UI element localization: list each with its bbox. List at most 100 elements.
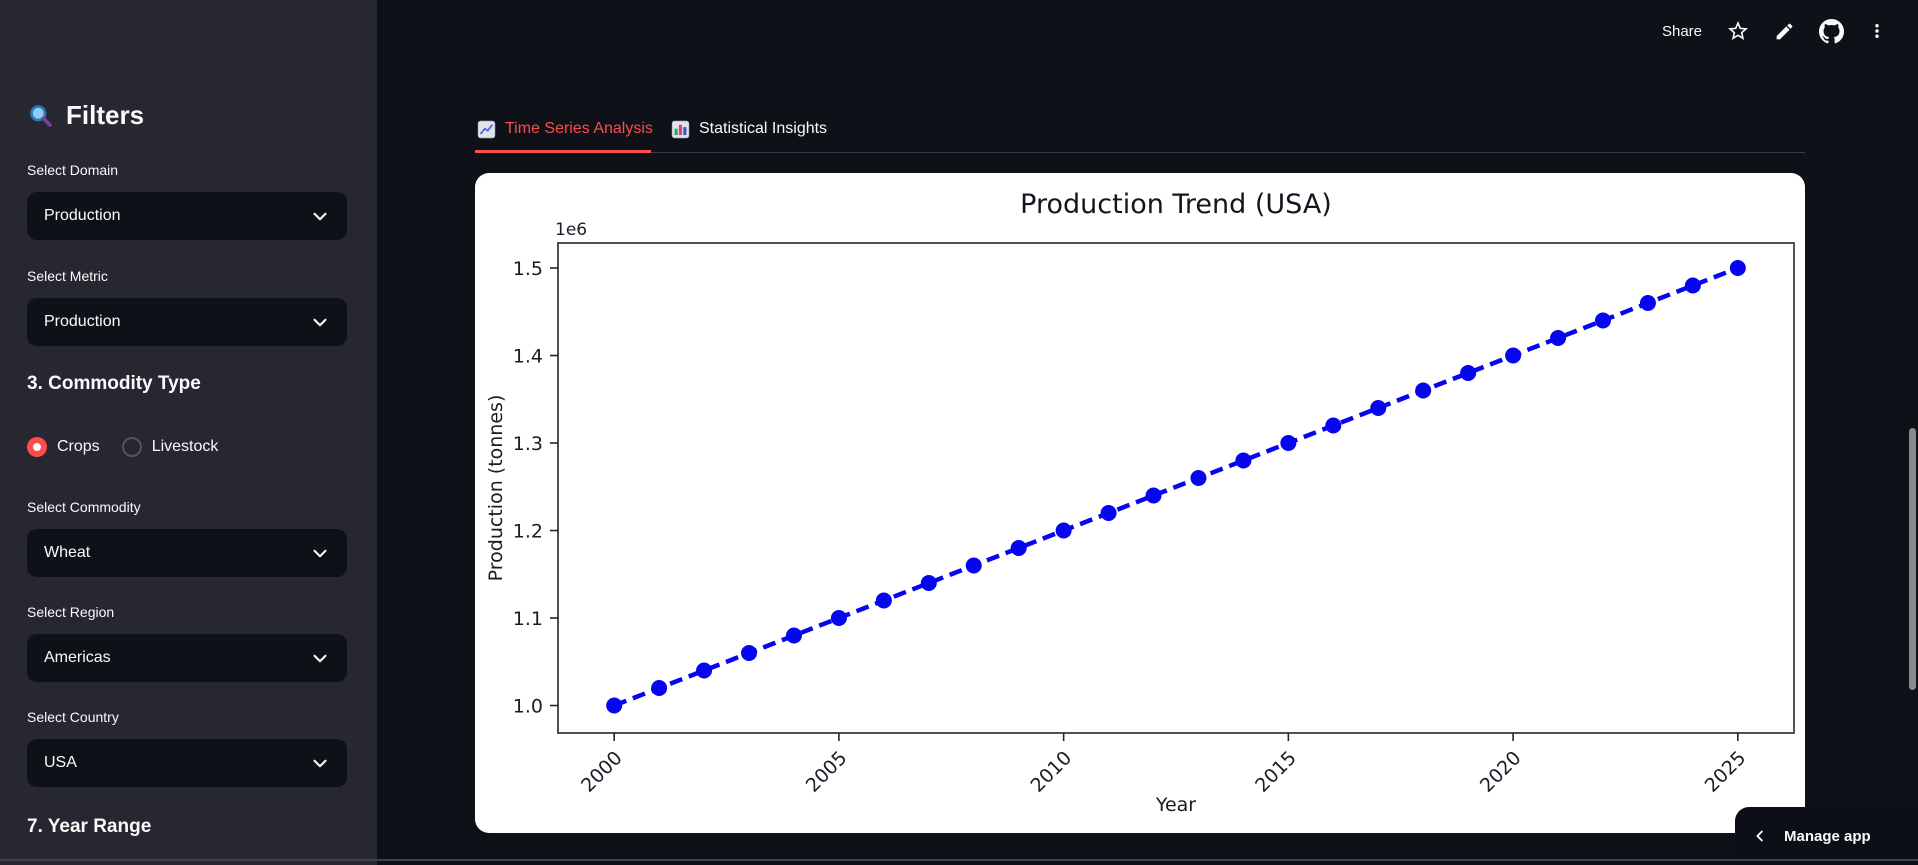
data-point [1594, 312, 1611, 329]
data-point [696, 662, 713, 679]
x-tick-label: 2010 [1026, 747, 1076, 797]
overflow-menu-icon [1875, 24, 1879, 38]
select-region-label: Select Region [27, 604, 115, 620]
region-select-value: Americas [44, 649, 111, 666]
radio-selected-icon[interactable] [27, 437, 47, 457]
select-domain-label: Select Domain [27, 162, 119, 178]
radio-crops[interactable]: Crops [27, 437, 100, 457]
radio-unselected-icon[interactable] [121, 437, 142, 457]
active-tab-underline [475, 150, 651, 153]
tab-statistical-insights[interactable]: Statistical Insights [671, 112, 827, 146]
y-tick-label: 1.5 [513, 258, 543, 280]
data-point [830, 610, 847, 627]
country-select-value: USA [44, 754, 77, 771]
chevron-down-icon [313, 318, 327, 327]
share-button-label: Share [1661, 22, 1702, 40]
production-trend-chart: Production Trend (USA) 1e6 1.0 1.1 1.2 1.3 1.4… [485, 189, 1795, 816]
github-icon [1819, 18, 1844, 43]
data-point [1729, 260, 1746, 277]
y-tick-label: 1.0 [513, 696, 543, 718]
data-point [1460, 365, 1477, 382]
overflow-menu-button[interactable] [1868, 20, 1886, 42]
tab-statistical-label: Statistical Insights [699, 120, 828, 137]
star-button[interactable] [1726, 19, 1750, 43]
chart-card: Production Trend (USA) 1e6 1.0 1.1 1.2 1.3 1.4… [475, 173, 1805, 833]
sidebar: Filters Select Domain Production Select … [0, 0, 377, 865]
y-tick-label: 1.1 [513, 608, 543, 630]
bottom-border-line [0, 859, 1918, 861]
commodity-type-heading: 3. Commodity Type [27, 373, 201, 394]
select-commodity-label: Select Commodity [27, 499, 141, 515]
magnifier-icon [30, 105, 52, 127]
y-axis-offset-label: 1e6 [555, 220, 587, 240]
data-point [741, 645, 758, 662]
domain-select-value: Production [44, 207, 121, 224]
radio-crops-label: Crops [57, 438, 100, 455]
data-point [1145, 487, 1162, 504]
data-point [785, 627, 802, 644]
filters-title-text: Filters [66, 100, 145, 130]
y-tick-label: 1.3 [513, 433, 543, 455]
select-metric-label: Select Metric [27, 268, 108, 284]
chevron-down-icon [313, 549, 327, 558]
share-button[interactable]: Share [1662, 23, 1702, 40]
chevron-down-icon [313, 212, 327, 221]
select-country-label: Select Country [27, 709, 119, 725]
data-point [1639, 295, 1656, 312]
data-point [1010, 540, 1027, 557]
data-point [1280, 435, 1297, 452]
metric-select[interactable]: Production [27, 298, 347, 346]
x-tick-label: 2005 [802, 747, 852, 797]
data-line [613, 265, 1739, 708]
bar-chart-icon [671, 120, 690, 138]
filters-title: Filters [27, 100, 144, 131]
vertical-scrollbar-thumb[interactable] [1909, 428, 1916, 690]
domain-select[interactable]: Production [27, 192, 347, 240]
x-tick-label: 2015 [1251, 747, 1301, 797]
data-point [651, 680, 668, 697]
y-tick-label: 1.4 [513, 346, 543, 368]
data-point [1325, 417, 1342, 434]
commodity-type-radio-group: Crops Livestock [27, 437, 218, 457]
data-point [1190, 470, 1207, 487]
x-tick-label: 2020 [1476, 747, 1526, 797]
country-select[interactable]: USA [27, 739, 347, 787]
region-select[interactable]: Americas [27, 634, 347, 682]
tab-time-series-analysis[interactable]: Time Series Analysis [477, 112, 653, 146]
tab-bar-divider [475, 152, 1805, 153]
commodity-select-value: Wheat [44, 544, 91, 561]
data-point [1235, 452, 1252, 469]
manage-app-label: Manage app [1784, 827, 1871, 845]
chevron-left-icon [1756, 830, 1763, 842]
metric-select-value: Production [44, 313, 121, 330]
radio-livestock-label: Livestock [151, 438, 219, 455]
data-point [1100, 505, 1117, 522]
data-point [1505, 347, 1522, 364]
edit-button[interactable] [1774, 21, 1795, 42]
data-point [1684, 277, 1701, 294]
commodity-select[interactable]: Wheat [27, 529, 347, 577]
x-tick-label: 2025 [1701, 747, 1751, 797]
data-point [920, 575, 937, 592]
year-range-heading: 7. Year Range [27, 816, 152, 837]
data-point [1550, 330, 1567, 347]
radio-livestock[interactable]: Livestock [121, 437, 219, 457]
x-tick-label: 2000 [577, 747, 627, 797]
x-axis-label: Year [1155, 794, 1196, 816]
manage-app-button[interactable]: Manage app [1735, 807, 1918, 865]
chevron-down-icon [313, 654, 327, 663]
data-point [1055, 522, 1072, 539]
y-tick-label: 1.2 [513, 521, 543, 543]
data-point [965, 557, 982, 574]
github-button[interactable] [1819, 18, 1844, 44]
chevron-down-icon [313, 759, 327, 768]
star-icon [1728, 21, 1748, 40]
data-point [875, 592, 892, 609]
y-axis-label: Production (tonnes) [485, 395, 507, 582]
data-point [606, 697, 623, 714]
plot-border [557, 242, 1795, 734]
header-toolbar: Share [1662, 14, 1886, 48]
pencil-icon [1776, 23, 1793, 39]
tab-time-series-label: Time Series Analysis [505, 120, 653, 137]
chart-title: Production Trend (USA) [1020, 189, 1332, 220]
